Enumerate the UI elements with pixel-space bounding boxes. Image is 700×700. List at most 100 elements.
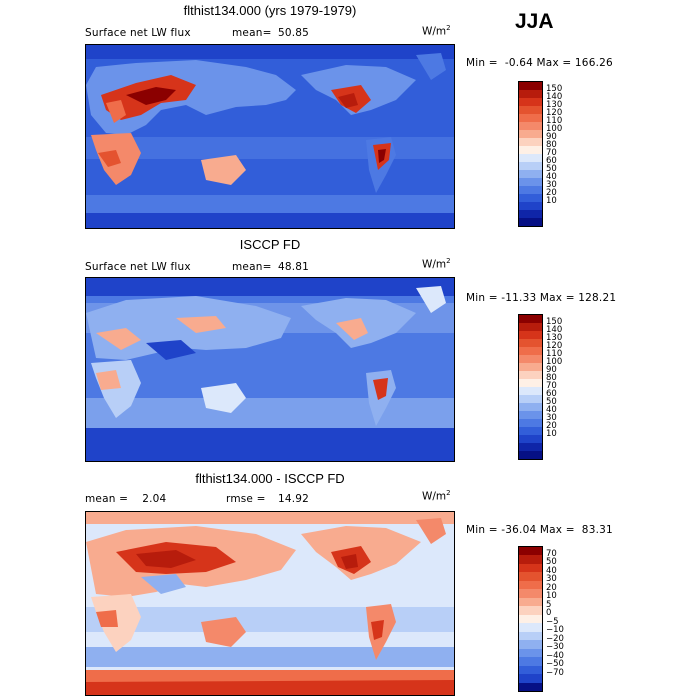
panel1-colorbar bbox=[518, 81, 543, 227]
panel2-stat-value: 48.81 bbox=[278, 261, 310, 273]
colorbar-swatch bbox=[519, 331, 542, 339]
panel2-colorbar bbox=[518, 314, 543, 460]
colorbar-swatch bbox=[519, 210, 542, 218]
colorbar-tick-label: 40 bbox=[546, 565, 557, 576]
panel1-minmax: Min = -0.64 Max = 166.26 bbox=[466, 57, 613, 69]
colorbar-tick-label: 120 bbox=[546, 340, 563, 351]
colorbar-swatch bbox=[519, 363, 542, 371]
colorbar-tick-label: 60 bbox=[546, 388, 557, 399]
panel1-title: flthist134.000 (yrs 1979-1979) bbox=[183, 3, 357, 18]
colorbar-tick-label: 110 bbox=[546, 115, 563, 126]
colorbar-tick-label: 10 bbox=[546, 591, 557, 602]
panel2-stat-label: mean= bbox=[232, 261, 272, 273]
colorbar-swatch bbox=[519, 130, 542, 138]
colorbar-swatch bbox=[519, 555, 542, 564]
colorbar-swatch bbox=[519, 355, 542, 363]
colorbar-swatch bbox=[519, 395, 542, 403]
colorbar-tick-label: 90 bbox=[546, 364, 557, 375]
colorbar-tick-label: 30 bbox=[546, 179, 557, 190]
colorbar-tick-label: 20 bbox=[546, 582, 557, 593]
colorbar-swatch bbox=[519, 572, 542, 581]
colorbar-tick-label: 10 bbox=[546, 195, 557, 206]
colorbar-tick-label: −40 bbox=[546, 650, 564, 661]
colorbar-swatch bbox=[519, 162, 542, 170]
colorbar-swatch bbox=[519, 419, 542, 427]
colorbar-swatch bbox=[519, 194, 542, 202]
colorbar-swatch bbox=[519, 547, 542, 556]
colorbar-tick-label: 0 bbox=[546, 608, 552, 619]
colorbar-swatch bbox=[519, 606, 542, 615]
season-label: JJA bbox=[515, 10, 554, 33]
colorbar-swatch bbox=[519, 154, 542, 162]
colorbar-swatch bbox=[519, 82, 542, 90]
colorbar-tick-label: 50 bbox=[546, 396, 557, 407]
panel1-left-label: Surface net LW flux bbox=[85, 27, 191, 39]
colorbar-swatch bbox=[519, 427, 542, 435]
colorbar-swatch bbox=[519, 114, 542, 122]
colorbar-swatch bbox=[519, 106, 542, 114]
colorbar-tick-label: 140 bbox=[546, 324, 563, 335]
colorbar-swatch bbox=[519, 387, 542, 395]
colorbar-swatch bbox=[519, 451, 542, 459]
panel2-left-label: Surface net LW flux bbox=[85, 261, 191, 273]
colorbar-tick-label: 140 bbox=[546, 91, 563, 102]
colorbar-tick-label: −30 bbox=[546, 642, 564, 653]
colorbar-tick-label: −50 bbox=[546, 659, 564, 670]
colorbar-swatch bbox=[519, 411, 542, 419]
colorbar-tick-label: 30 bbox=[546, 412, 557, 423]
colorbar-tick-label: 150 bbox=[546, 83, 563, 94]
colorbar-tick-label: 100 bbox=[546, 356, 563, 367]
colorbar-swatch bbox=[519, 218, 542, 226]
panel3-stat-label: rmse = bbox=[226, 493, 266, 505]
panel1-units: W/m2 bbox=[422, 24, 451, 38]
colorbar-tick-label: 120 bbox=[546, 107, 563, 118]
colorbar-tick-label: 20 bbox=[546, 420, 557, 431]
colorbar-tick-label: 10 bbox=[546, 428, 557, 439]
colorbar-swatch bbox=[519, 98, 542, 106]
colorbar-tick-label: 90 bbox=[546, 131, 557, 142]
colorbar-swatch bbox=[519, 614, 542, 624]
colorbar-swatch bbox=[519, 631, 542, 641]
colorbar-tick-label: 80 bbox=[546, 372, 557, 383]
panel3-map bbox=[85, 511, 455, 696]
colorbar-swatch bbox=[519, 178, 542, 186]
colorbar-tick-label: 20 bbox=[546, 187, 557, 198]
colorbar-swatch bbox=[519, 315, 542, 323]
panel3-minmax: Min = -36.04 Max = 83.31 bbox=[466, 524, 613, 536]
panel3-stat-value: 14.92 bbox=[278, 493, 310, 505]
panel3-units: W/m2 bbox=[422, 489, 451, 503]
colorbar-tick-label: 50 bbox=[546, 557, 557, 568]
colorbar-swatch bbox=[519, 403, 542, 411]
colorbar-tick-label: 130 bbox=[546, 332, 563, 343]
colorbar-tick-label: 80 bbox=[546, 139, 557, 150]
colorbar-swatch bbox=[519, 339, 542, 347]
colorbar-swatch bbox=[519, 640, 542, 649]
colorbar-swatch bbox=[519, 186, 542, 194]
colorbar-swatch bbox=[519, 202, 542, 210]
colorbar-tick-label: 30 bbox=[546, 574, 557, 585]
colorbar-tick-label: 70 bbox=[546, 147, 557, 158]
colorbar-swatch bbox=[519, 122, 542, 130]
colorbar-swatch bbox=[519, 435, 542, 443]
panel3-title: flthist134.000 - ISCCP FD bbox=[195, 471, 345, 486]
colorbar-swatch bbox=[519, 665, 542, 675]
colorbar-swatch bbox=[519, 323, 542, 331]
colorbar-swatch bbox=[519, 580, 542, 590]
panel2-minmax: Min = -11.33 Max = 128.21 bbox=[466, 292, 617, 304]
panel3-left-label: mean = 2.04 bbox=[85, 493, 167, 505]
panel2-map bbox=[85, 277, 455, 462]
colorbar-tick-label: 130 bbox=[546, 99, 563, 110]
colorbar-swatch bbox=[519, 146, 542, 154]
colorbar-swatch bbox=[519, 90, 542, 98]
colorbar-swatch bbox=[519, 682, 542, 691]
panel2-units: W/m2 bbox=[422, 257, 451, 271]
colorbar-swatch bbox=[519, 648, 542, 658]
panel1-map bbox=[85, 44, 455, 229]
colorbar-tick-label: 40 bbox=[546, 171, 557, 182]
colorbar-tick-label: 50 bbox=[546, 163, 557, 174]
colorbar-tick-label: 5 bbox=[546, 599, 552, 610]
panel3-colorbar bbox=[518, 546, 543, 692]
colorbar-swatch bbox=[519, 371, 542, 379]
colorbar-tick-label: 150 bbox=[546, 316, 563, 327]
colorbar-tick-label: −20 bbox=[546, 633, 564, 644]
